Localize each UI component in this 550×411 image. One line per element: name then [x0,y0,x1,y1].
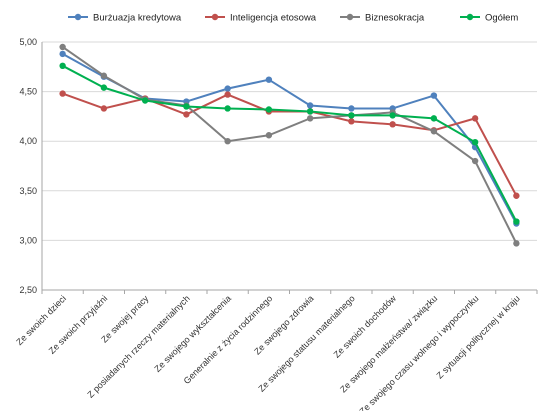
data-point [471,138,479,146]
data-point [224,85,231,92]
data-point [513,218,520,225]
data-point [348,105,355,112]
series-line [62,53,518,225]
legend-label: Inteligencja etosowa [230,13,317,24]
data-point [306,102,314,109]
legend-label: Burżuazja kredytowa [93,13,182,24]
legend-label: Ogółem [485,13,518,24]
y-tick-label: 4,50 [19,87,37,97]
data-point [513,192,520,199]
data-point [306,115,314,122]
y-tick-label: 2,50 [19,285,37,295]
data-point [513,240,520,247]
data-point [471,115,479,122]
data-point [100,72,108,79]
data-point [224,105,231,112]
y-tick-label: 4,00 [19,136,37,146]
data-point [306,108,314,115]
series-line [62,46,518,244]
legend-marker [346,13,354,21]
data-point [265,76,273,83]
y-tick-label: 3,00 [19,235,37,245]
x-tick-label: Ze swojego wykształcenia [152,293,233,374]
data-point [100,84,108,91]
data-point [265,132,273,139]
data-point [389,112,396,119]
data-point [141,97,149,104]
data-point [224,91,231,98]
y-tick-label: 5,00 [19,37,37,47]
data-point [59,50,66,58]
data-point [59,43,66,51]
series-line [62,92,518,197]
legend-marker [74,13,82,21]
data-point [265,106,273,113]
x-tick-label: Generalnie z życia rodzinnego [182,293,275,386]
data-point [430,92,438,99]
data-point [348,112,355,119]
data-point [59,62,66,70]
data-point [224,138,231,145]
data-point [183,111,190,118]
legend-label: Biznesokracja [365,13,425,24]
data-point [183,103,190,110]
legend-marker [466,13,474,21]
data-point [59,90,66,97]
data-point [348,118,355,125]
data-point [100,105,108,112]
data-point [430,128,438,135]
legend-marker [211,13,219,21]
data-point [471,157,479,165]
data-point [430,115,438,122]
series-line [62,64,518,223]
x-tick-label: Z sytuacji politycznej w kraju [434,293,521,380]
y-tick-label: 3,50 [19,186,37,196]
data-point [389,121,396,128]
